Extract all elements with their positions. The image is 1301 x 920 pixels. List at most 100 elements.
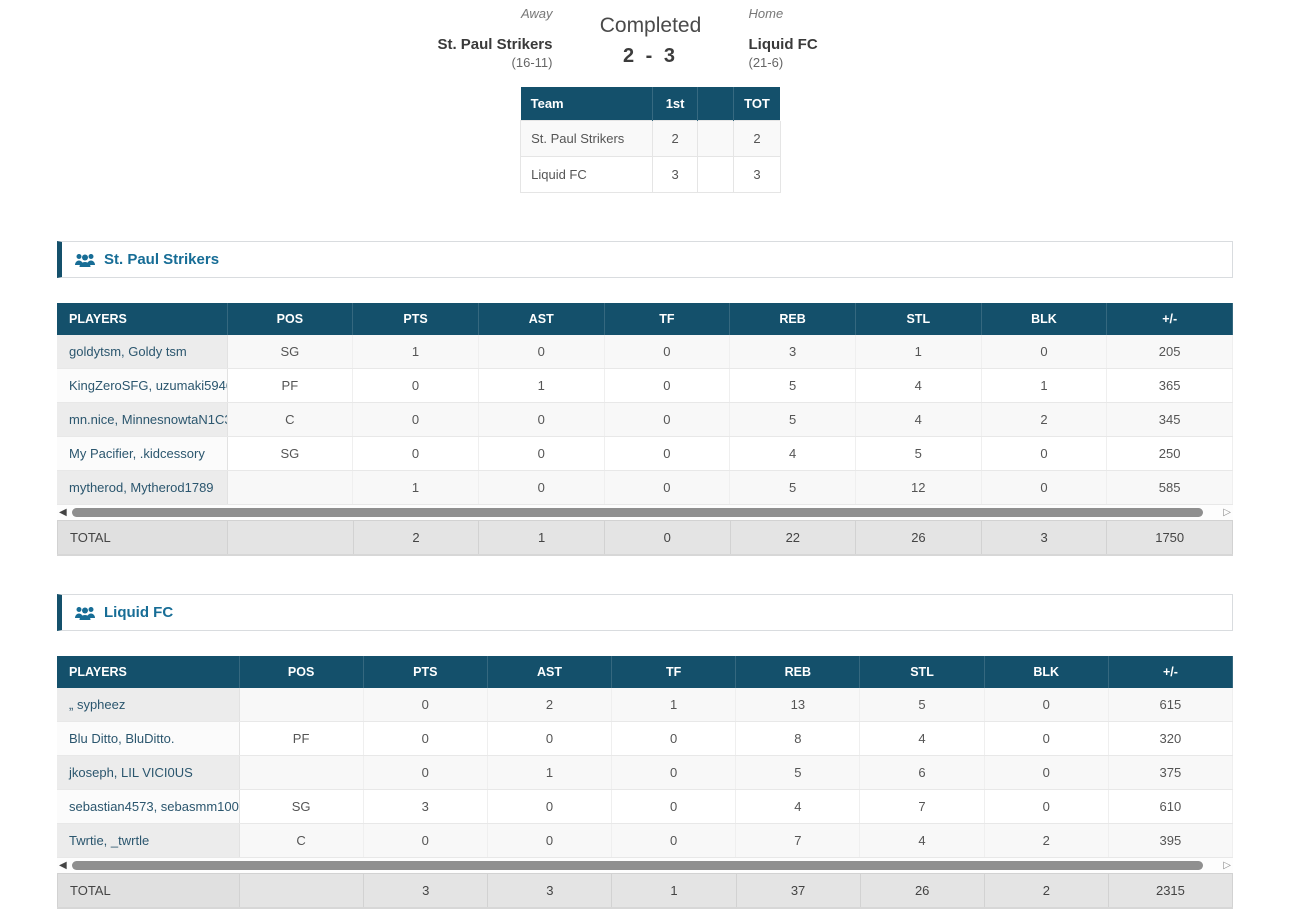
player-pos	[239, 688, 364, 722]
player-pts: 1	[352, 335, 479, 369]
player-ast: 0	[478, 436, 605, 471]
player-reb: 4	[735, 789, 861, 824]
table-row: mn.nice, MinnesnowtaN1C3 C 0 0 0 5 4 2 3…	[57, 402, 1233, 437]
total-row: TOTAL 3 3 1 37 26 2 2315	[57, 873, 1234, 909]
player-name-link[interactable]: Blu Ditto, BluDitto.	[57, 721, 240, 756]
scroll-left-arrow[interactable]: ◀	[59, 859, 67, 871]
player-stl: 4	[855, 368, 982, 403]
summary-header-team: Team	[520, 87, 654, 121]
player-name-link[interactable]: KingZeroSFG, uzumaki5946	[57, 368, 228, 403]
player-ast: 0	[487, 789, 613, 824]
total-row: TOTAL 2 1 0 22 26 3 1750	[57, 520, 1233, 556]
header-ast: AST	[478, 303, 605, 335]
player-name-link[interactable]: goldytsm, Goldy tsm	[57, 335, 228, 369]
summary-1st-score: 2	[652, 120, 699, 157]
player-plusminus: 205	[1106, 335, 1233, 369]
players-tbody: goldytsm, Goldy tsm SG 1 0 0 3 1 0 205 K…	[57, 335, 1233, 505]
player-stl: 4	[859, 823, 985, 858]
player-blk: 0	[981, 436, 1108, 471]
scrollbar-thumb[interactable]	[71, 861, 1204, 870]
player-pos: PF	[239, 721, 364, 756]
player-blk: 0	[984, 755, 1109, 790]
scroll-left-arrow[interactable]: ◀	[59, 506, 67, 518]
horizontal-scrollbar[interactable]: ◀ ▷	[57, 858, 1233, 873]
box-score-header-row: PLAYERS POS PTS AST TF REB STL BLK +/-	[57, 656, 1234, 688]
player-stl: 1	[855, 335, 982, 369]
total-blk: 3	[980, 520, 1108, 556]
header-players: PLAYERS	[57, 656, 240, 688]
player-plusminus: 345	[1106, 402, 1233, 437]
player-reb: 8	[735, 721, 861, 756]
player-pos: C	[239, 823, 364, 858]
table-row: „ sypheez 0 2 1 13 5 0 615	[57, 688, 1234, 722]
player-plusminus: 615	[1108, 688, 1234, 722]
player-name-link[interactable]: mytherod, Mytherod1789	[57, 470, 228, 505]
player-stl: 4	[859, 721, 985, 756]
total-row-table: TOTAL 3 3 1 37 26 2 2315	[57, 873, 1234, 909]
total-stl: 26	[855, 520, 982, 556]
total-tf: 1	[611, 873, 737, 909]
player-ast: 2	[487, 688, 613, 722]
player-ast: 0	[487, 721, 613, 756]
header-pts: PTS	[352, 303, 479, 335]
player-pos: SG	[227, 436, 354, 471]
player-blk: 0	[984, 688, 1109, 722]
player-pos	[227, 470, 354, 505]
home-team-name: Liquid FC	[748, 36, 818, 53]
total-stl: 26	[859, 873, 985, 909]
player-name-link[interactable]: mn.nice, MinnesnowtaN1C3	[57, 402, 228, 437]
player-name-link[interactable]: sebastian4573, sebasmm1000	[57, 789, 240, 824]
player-plusminus: 320	[1108, 721, 1234, 756]
player-ast: 0	[487, 823, 613, 858]
player-ast: 1	[478, 368, 605, 403]
player-tf: 0	[604, 470, 731, 505]
player-stl: 6	[859, 755, 985, 790]
player-reb: 5	[729, 470, 856, 505]
away-team-block: Away St. Paul Strikers (16-11)	[375, 6, 552, 70]
header-pos: POS	[239, 656, 364, 688]
player-blk: 0	[984, 721, 1109, 756]
header-stl: STL	[859, 656, 985, 688]
horizontal-scrollbar[interactable]: ◀ ▷	[57, 505, 1233, 520]
match-status-block: Completed 2 - 3	[553, 6, 749, 70]
player-blk: 1	[981, 368, 1108, 403]
player-name-link[interactable]: Twrtie, _twrtle	[57, 823, 240, 858]
header-stl: STL	[855, 303, 982, 335]
player-pos	[239, 755, 364, 790]
summary-header-row: Team 1st TOT	[520, 87, 781, 121]
scrollbar-thumb[interactable]	[71, 508, 1204, 517]
scroll-right-arrow[interactable]: ▷	[1223, 859, 1231, 871]
player-plusminus: 375	[1108, 755, 1234, 790]
player-plusminus: 610	[1108, 789, 1234, 824]
users-icon	[75, 252, 95, 268]
player-stl: 5	[855, 436, 982, 471]
player-name-link[interactable]: „ sypheez	[57, 688, 240, 722]
player-reb: 5	[729, 402, 856, 437]
player-tf: 0	[604, 436, 731, 471]
summary-team-name: Liquid FC	[520, 156, 654, 193]
player-pts: 0	[363, 688, 488, 722]
total-label: TOTAL	[57, 520, 228, 556]
player-name-link[interactable]: jkoseph, LIL VICI0US	[57, 755, 240, 790]
total-pts: 2	[352, 520, 480, 556]
player-reb: 5	[735, 755, 861, 790]
scroll-right-arrow[interactable]: ▷	[1223, 506, 1231, 518]
total-tf: 0	[603, 520, 731, 556]
total-label: TOTAL	[57, 873, 240, 909]
table-row: Twrtie, _twrtle C 0 0 0 7 4 2 395	[57, 823, 1234, 858]
player-blk: 2	[984, 823, 1109, 858]
total-pts: 3	[363, 873, 489, 909]
team-section-home: Liquid FC PLAYERS POS PTS AST TF REB STL…	[57, 594, 1234, 909]
team-section-away: St. Paul Strikers PLAYERS POS PTS AST TF…	[57, 241, 1233, 556]
player-blk: 0	[981, 470, 1108, 505]
header-reb: REB	[729, 303, 856, 335]
match-header: Away St. Paul Strikers (16-11) Completed…	[0, 0, 1301, 70]
player-name-link[interactable]: My Pacifier, .kidcessory	[57, 436, 228, 471]
table-row: mytherod, Mytherod1789 1 0 0 5 12 0 585	[57, 470, 1233, 505]
player-plusminus: 250	[1106, 436, 1233, 471]
summary-header-1st: 1st	[652, 87, 699, 121]
team-section-title: St. Paul Strikers	[104, 251, 220, 268]
box-score-table: PLAYERS POS PTS AST TF REB STL BLK +/- „…	[57, 656, 1234, 858]
table-row: jkoseph, LIL VICI0US 0 1 0 5 6 0 375	[57, 755, 1234, 790]
player-plusminus: 585	[1106, 470, 1233, 505]
